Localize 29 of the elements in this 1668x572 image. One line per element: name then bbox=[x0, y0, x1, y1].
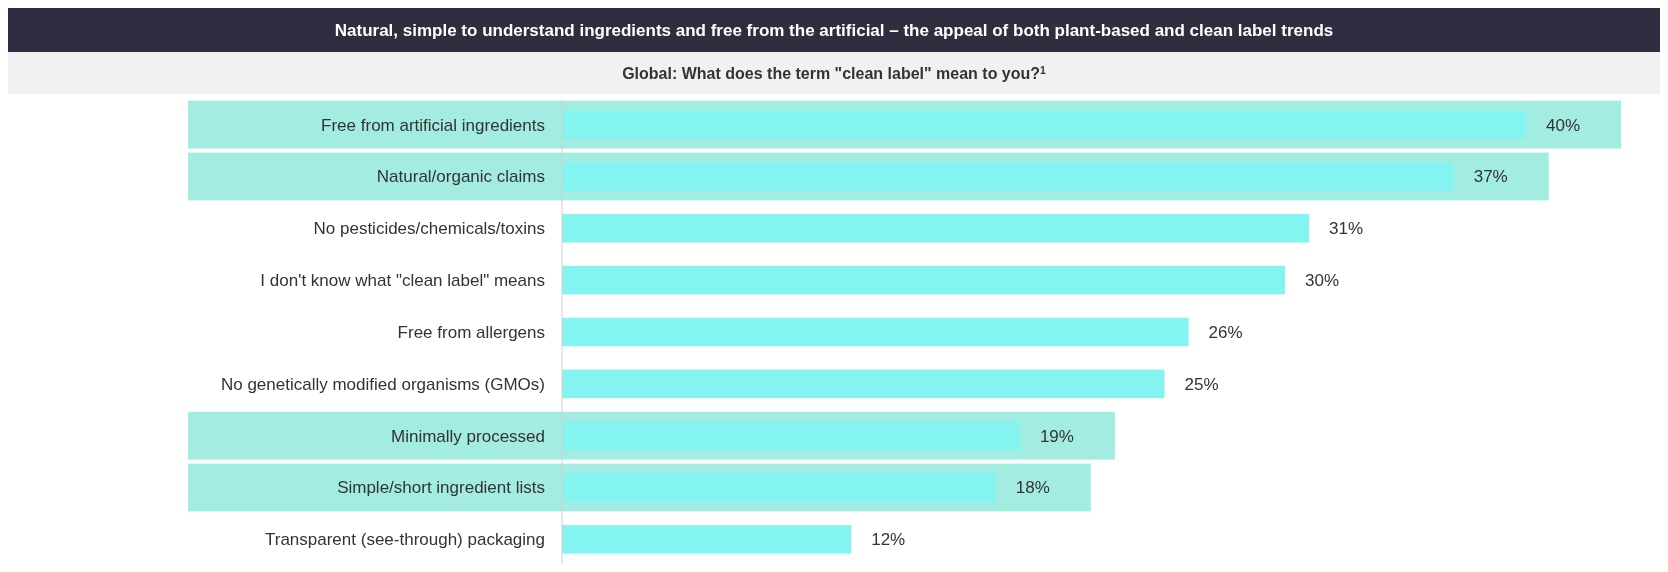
data-label: 31% bbox=[1329, 219, 1364, 239]
bar bbox=[562, 369, 1165, 399]
y-tick-label: Free from artificial ingredients bbox=[321, 115, 545, 135]
data-label: 12% bbox=[871, 530, 906, 550]
bar bbox=[562, 473, 996, 502]
y-tick-label: Simple/short ingredient lists bbox=[337, 478, 545, 498]
data-label: 26% bbox=[1208, 322, 1243, 342]
bar bbox=[562, 214, 1310, 243]
data-label: 19% bbox=[1039, 426, 1074, 446]
y-tick-label: Free from allergens bbox=[397, 322, 545, 342]
y-tick-label: No pesticides/chemicals/toxins bbox=[313, 219, 545, 239]
bar bbox=[562, 110, 1526, 139]
data-label: 37% bbox=[1473, 167, 1508, 187]
chart-title: Natural, simple to understand ingredients and free from the artificial – the appeal of both plant-based and clean label trends bbox=[334, 21, 1334, 40]
y-tick-label: Transparent (see-through) packaging bbox=[264, 530, 545, 550]
bar bbox=[562, 317, 1189, 347]
bar bbox=[562, 421, 1020, 450]
bar bbox=[562, 162, 1454, 191]
y-tick-label: No genetically modified organisms (GMOs) bbox=[220, 374, 545, 394]
y-tick-label: Natural/organic claims bbox=[376, 167, 545, 187]
y-tick-label: I don't know what "clean label" means bbox=[260, 271, 545, 291]
chart-subtitle: Global: What does the term "clean label" mean to you?$^{1}$ bbox=[622, 64, 1047, 82]
data-label: 40% bbox=[1546, 115, 1581, 135]
y-tick-label: Minimally processed bbox=[391, 426, 545, 446]
bar bbox=[562, 525, 852, 554]
data-label: 30% bbox=[1305, 271, 1340, 291]
data-label: 25% bbox=[1184, 374, 1219, 394]
data-label: 18% bbox=[1015, 478, 1050, 498]
bar bbox=[562, 265, 1285, 295]
